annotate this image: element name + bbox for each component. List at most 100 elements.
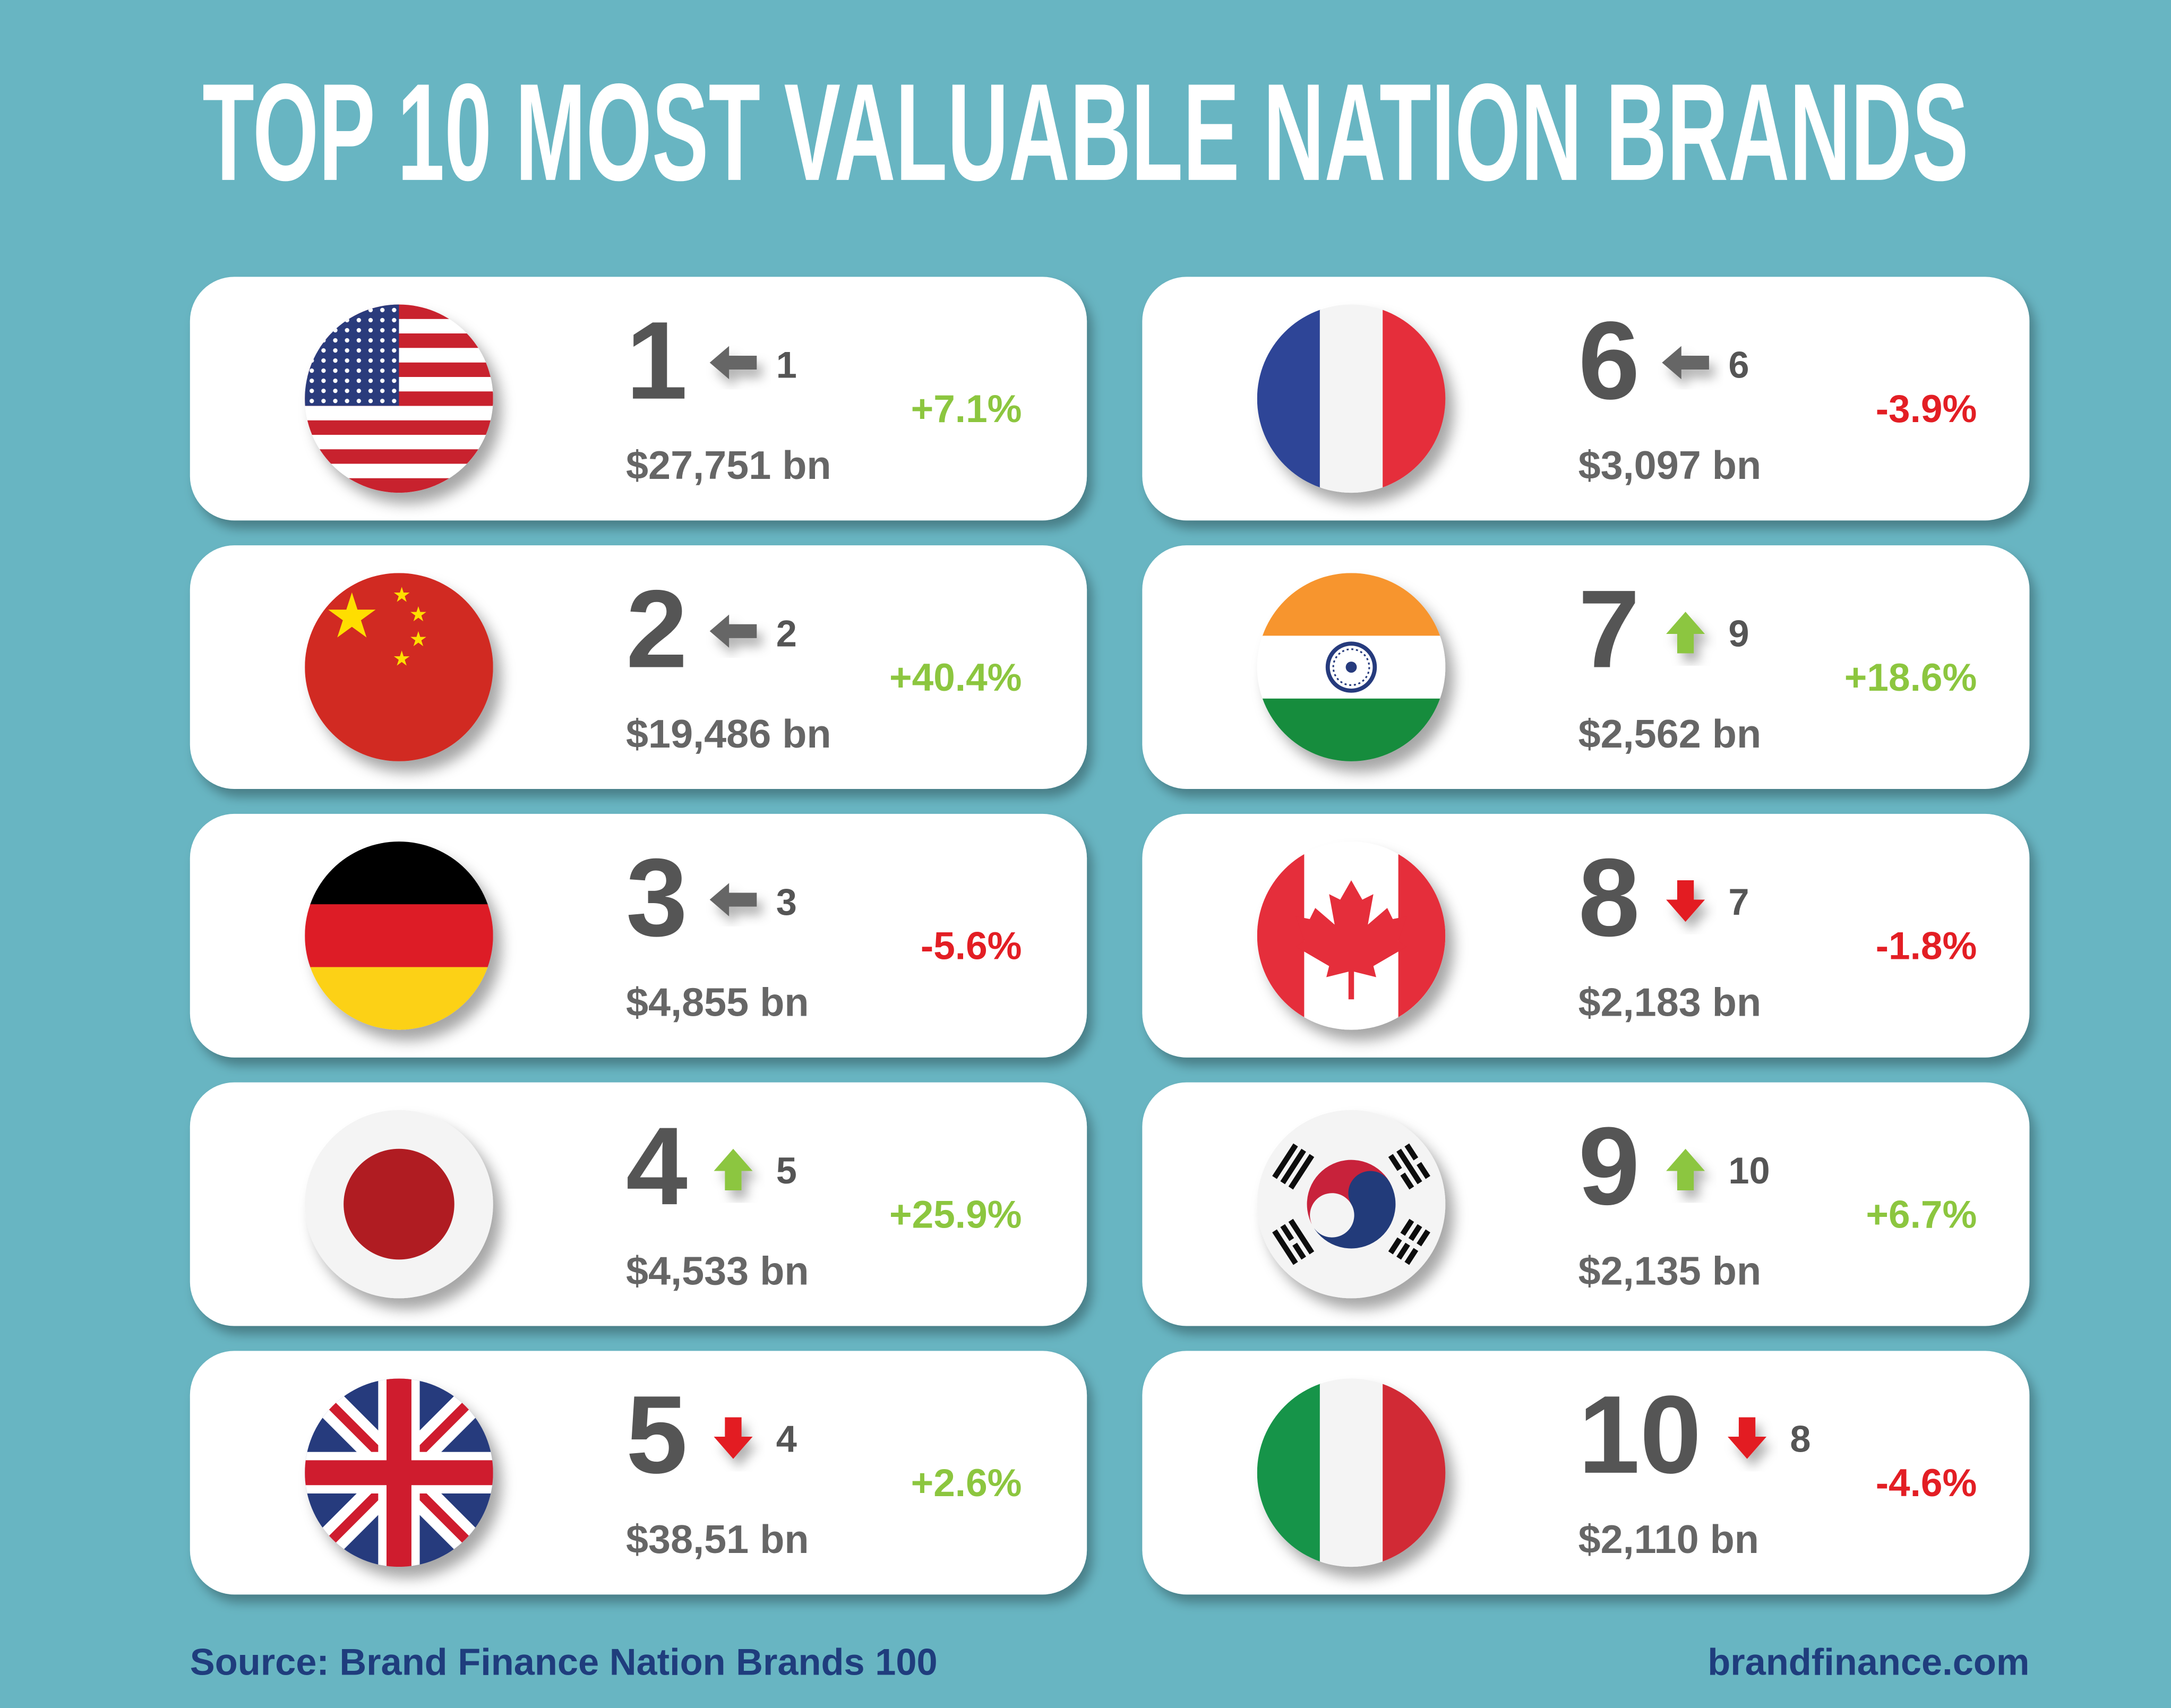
flag-part: [1272, 1143, 1298, 1179]
flag-part: [1417, 1162, 1430, 1179]
change: +7.1%: [911, 388, 1022, 431]
title: TOP 10 MOST VALUABLE NATION BRANDS: [202, 55, 1968, 210]
flag: [305, 1378, 493, 1567]
rank-arrow: [714, 1417, 753, 1459]
previous-rank: 9: [1728, 612, 1749, 654]
previous-rank: 1: [776, 344, 797, 386]
website: brandfinance.com: [1707, 1641, 2029, 1683]
flag-part: [305, 420, 493, 435]
rank-arrow: [1666, 612, 1705, 654]
flag-part: [1295, 880, 1407, 1000]
flag-part: [1319, 1378, 1384, 1567]
flag-part: [305, 904, 493, 968]
rank: 7: [1578, 568, 1640, 691]
rank-arrow: [709, 346, 757, 380]
flag: [305, 304, 493, 493]
flag: [1257, 1378, 1446, 1567]
flag-part: [344, 1148, 454, 1260]
flag-part: [1292, 1242, 1306, 1260]
brand-value: $38,51 bn: [626, 1517, 809, 1562]
flag-part: [1288, 1218, 1315, 1255]
brand-value: $19,486 bn: [626, 712, 831, 757]
flag-part: [1280, 1148, 1306, 1185]
flag: [305, 1110, 493, 1299]
change: -5.6%: [921, 925, 1022, 968]
flag-part: [1325, 641, 1377, 693]
flag-part: [1272, 1218, 1315, 1265]
brand-value: $2,562 bn: [1578, 712, 1762, 757]
flag-part: [1396, 1148, 1422, 1185]
flag-part: [305, 449, 493, 464]
change: +6.7%: [1866, 1193, 1977, 1236]
rank: 2: [626, 568, 688, 691]
flag-part: [1388, 1218, 1430, 1265]
flag-part: [1408, 1224, 1422, 1241]
flag-part: [1257, 304, 1446, 493]
previous-rank: 6: [1728, 344, 1749, 386]
flag-part: [305, 573, 493, 761]
brand-value: $4,533 bn: [626, 1249, 809, 1293]
flag-part: [1319, 304, 1384, 493]
rank: 6: [1578, 299, 1640, 423]
change: +40.4%: [889, 656, 1022, 699]
rank: 8: [1578, 836, 1640, 959]
flag-part: [1345, 662, 1357, 673]
rank: 1: [626, 299, 688, 423]
rank-arrow: [709, 883, 757, 916]
flag-part: [1272, 1143, 1315, 1190]
flag-part: [1388, 1237, 1402, 1255]
flag-part: [305, 1110, 493, 1299]
previous-rank: 4: [776, 1418, 797, 1460]
rank-arrow: [1728, 1417, 1767, 1459]
previous-rank: 3: [776, 881, 797, 923]
entries: 1 1 +7.1% $27,751 bn 2 2 +40.4% $19,486 bn 3 3 -5.…: [626, 299, 1977, 1562]
rank: 5: [626, 1373, 688, 1497]
previous-rank: 2: [776, 612, 797, 654]
change: -1.8%: [1876, 925, 1977, 968]
brand-value: $3,097 bn: [1578, 443, 1762, 488]
flag-part: [305, 842, 493, 1030]
flag-part: [305, 1378, 493, 1567]
rank-arrow: [1666, 1148, 1705, 1190]
rank: 9: [1578, 1104, 1640, 1228]
brand-value: $27,751 bn: [626, 443, 831, 488]
flag-part: [305, 304, 493, 493]
rank: 10: [1578, 1373, 1702, 1497]
flag-part: [1388, 1143, 1430, 1190]
flag-part: [1280, 1224, 1294, 1241]
rank-arrow: [714, 1148, 753, 1190]
flag-part: [1257, 842, 1446, 1030]
flag-part: [1257, 1378, 1446, 1567]
change: +25.9%: [889, 1193, 1022, 1236]
change: +2.6%: [911, 1462, 1022, 1505]
rank-arrow: [1662, 346, 1709, 380]
flag-part: [1400, 1218, 1414, 1236]
flag: [1257, 573, 1446, 761]
previous-rank: 10: [1728, 1149, 1770, 1191]
brand-value: $2,135 bn: [1578, 1249, 1762, 1293]
brand-value: $4,855 bn: [626, 981, 809, 1025]
flag: [1257, 304, 1446, 493]
flag-part: [1396, 1242, 1410, 1260]
flag-part: [1257, 573, 1446, 761]
flag: [1257, 1110, 1446, 1299]
flag-part: [1272, 1143, 1430, 1265]
flag-part: [1400, 1172, 1414, 1190]
change: -3.9%: [1876, 388, 1977, 431]
rank-arrow: [1666, 880, 1705, 922]
flag: [305, 573, 493, 761]
flag-part: [1312, 1171, 1396, 1249]
change: +18.6%: [1844, 656, 1977, 699]
flag-part: [1404, 1248, 1419, 1265]
flag-part: [1404, 1143, 1419, 1161]
flag: [1257, 842, 1446, 1030]
brand-value: $2,110 bn: [1578, 1517, 1759, 1562]
previous-rank: 5: [776, 1149, 797, 1191]
flag-part: [305, 1460, 493, 1486]
previous-rank: 7: [1728, 881, 1749, 923]
flag-part: [1417, 1229, 1430, 1247]
flag-part: [1388, 1154, 1402, 1171]
change: -4.6%: [1876, 1462, 1977, 1505]
